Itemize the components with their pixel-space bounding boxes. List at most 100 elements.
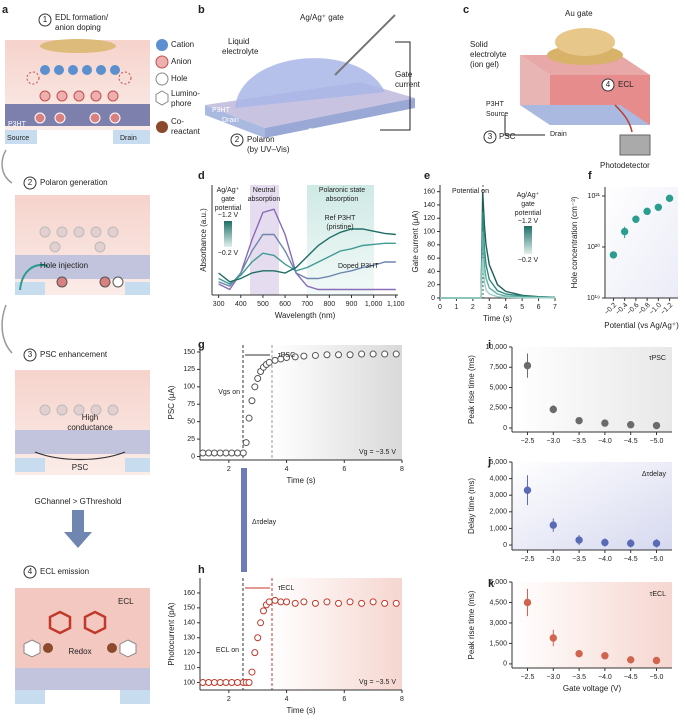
point: [575, 416, 583, 425]
annotation: Ag/Ag⁺: [217, 187, 240, 194]
point: [311, 599, 319, 607]
delay-bar: [241, 468, 247, 572]
background: [272, 345, 402, 460]
shape: [39, 404, 51, 416]
series-line: [218, 233, 396, 288]
x-tick-label: 7: [553, 304, 557, 311]
annotation: Doped P3HT: [338, 263, 379, 270]
flow-arrow: [1, 304, 13, 354]
step-badge: [483, 130, 497, 144]
panel-letter: k: [488, 578, 495, 590]
panel-letter: d: [198, 170, 205, 182]
x-axis-label: Time (s): [286, 706, 315, 715]
x-tick-label: −3.0: [546, 674, 560, 681]
current-label: PSC: [72, 463, 89, 472]
point: [265, 598, 273, 606]
y-tick-label: 1,000: [489, 525, 507, 532]
circuit: [380, 41, 411, 131]
point: [523, 486, 532, 494]
point: [654, 203, 663, 211]
cations: [40, 65, 120, 75]
y-tick-label: 140: [183, 620, 195, 627]
annotation: gate: [221, 196, 235, 203]
drain-pad: [125, 458, 150, 472]
x-tick-label: 2: [227, 696, 231, 703]
x-tick-label: 0: [438, 304, 442, 311]
step-title: PSC enhancement: [40, 350, 108, 359]
shape: [40, 65, 50, 75]
annotation: τPSC: [649, 355, 666, 362]
point: [346, 598, 354, 606]
x-axis-label: Time (s): [483, 314, 512, 323]
x-tick-label: 1,100: [387, 301, 405, 308]
point: [601, 419, 609, 427]
x-tick-label: −4.5: [624, 556, 638, 563]
shape: [110, 65, 120, 75]
annotation: −1.2 V: [518, 218, 539, 225]
coreactant: [43, 643, 53, 653]
shape: [54, 65, 64, 75]
drain-pad: [120, 690, 150, 704]
point: [283, 598, 291, 606]
y-tick-label: 1,500: [489, 640, 507, 647]
x-tick-label: −4.0: [598, 556, 612, 563]
step-number: 3: [488, 132, 493, 141]
y-tick-label: 160: [183, 590, 195, 597]
shape: [56, 90, 68, 102]
label: Source: [486, 111, 508, 118]
point: [601, 652, 609, 660]
point: [257, 619, 265, 627]
x-axis-label: Wavelength (nm): [275, 311, 336, 320]
circuit: [504, 115, 545, 136]
shape: [39, 226, 51, 238]
series-line: [218, 228, 396, 283]
point: [652, 421, 661, 430]
p3ht-layer: [15, 430, 150, 454]
source-pad: [15, 690, 45, 704]
shape: [90, 90, 102, 102]
shape: [107, 226, 119, 238]
panel-letter: f: [588, 170, 592, 182]
y-tick-label: 60: [427, 255, 435, 262]
label: (ion gel): [470, 60, 499, 69]
panel-letter: i: [488, 339, 491, 351]
x-tick-label: 6: [342, 466, 346, 473]
colorbar: [524, 226, 532, 254]
annotation: −1.2 V: [218, 212, 239, 219]
label: electrolyte: [470, 50, 507, 59]
point: [627, 539, 635, 548]
point: [234, 679, 242, 687]
label: Drain: [222, 117, 239, 124]
step-number: 2: [235, 135, 240, 144]
background: [605, 187, 678, 298]
point: [271, 596, 279, 604]
legend-label: Lumino-: [171, 89, 200, 98]
step-label: Hole injection: [40, 261, 88, 270]
point: [228, 679, 236, 687]
point: [222, 679, 230, 687]
y-axis-label: Hole concentration (cm⁻³): [570, 196, 579, 288]
point: [549, 405, 557, 414]
point: [346, 351, 354, 359]
droplet: [235, 58, 385, 108]
x-tick-label: −5.0: [650, 556, 664, 563]
annotation: Potential on: [452, 188, 489, 195]
point: [311, 351, 319, 359]
x-tick-label: 500: [257, 301, 269, 308]
source-pad: [15, 458, 45, 472]
step-title: Polaron generation: [40, 178, 108, 187]
electrode-label: Source: [7, 135, 29, 142]
point: [665, 194, 674, 203]
annotation: τECL: [278, 585, 294, 592]
p3ht-layer: [15, 668, 150, 690]
shape: [56, 226, 68, 238]
point: [575, 649, 583, 658]
point: [291, 599, 299, 607]
point: [652, 539, 661, 548]
x-tick-label: 600: [279, 301, 291, 308]
x-tick-label: 4: [285, 696, 289, 703]
p3ht: [520, 105, 650, 125]
x-tick-label: −3.0: [546, 556, 560, 563]
point: [277, 598, 285, 606]
x-tick-label: −3.5: [572, 674, 586, 681]
